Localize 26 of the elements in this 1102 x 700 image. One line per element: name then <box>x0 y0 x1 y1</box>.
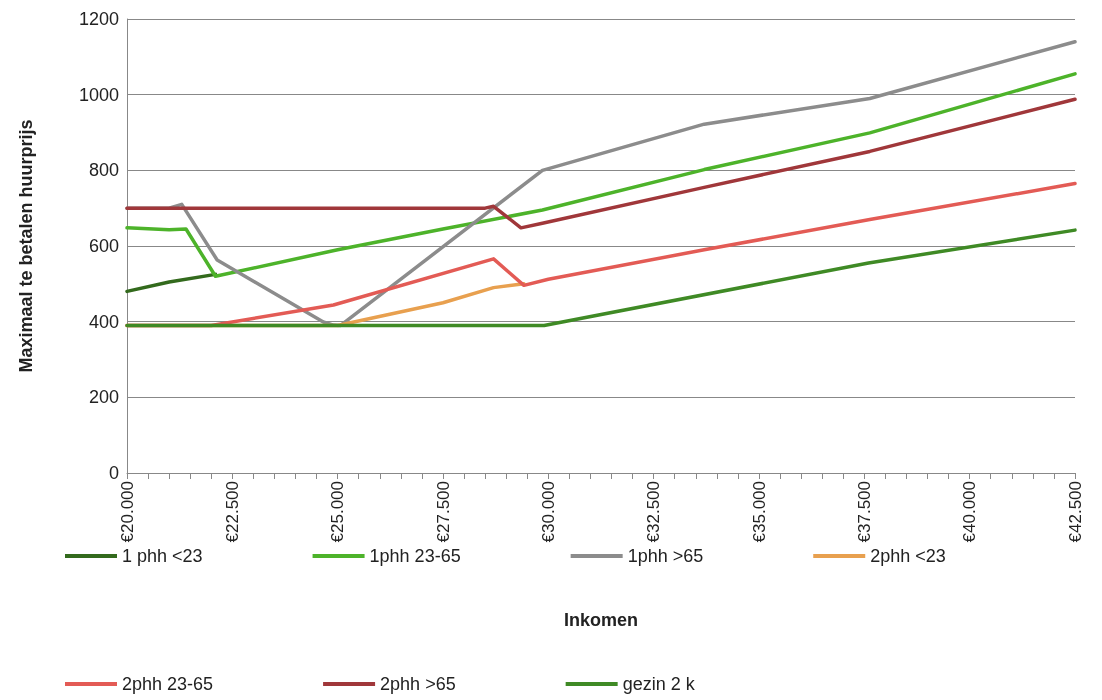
legend-label: gezin 2 k <box>622 674 696 694</box>
x-tick-label: €42.500 <box>1065 481 1085 543</box>
x-tick-label: €22.500 <box>222 481 242 543</box>
x-tick-label: €40.000 <box>960 481 980 543</box>
legend-label: 1phh >65 <box>627 546 704 566</box>
x-tick-label: €35.000 <box>749 481 769 543</box>
legend-label: 1phh 23-65 <box>369 546 461 566</box>
x-tick-label: €30.000 <box>538 481 558 543</box>
y-axis-title: Maximaal te betalen huurprijs <box>16 119 36 373</box>
legend-label: 2phh <23 <box>870 546 946 566</box>
legend-label: 1 phh <23 <box>122 546 203 566</box>
legend-label: 2phh >65 <box>380 674 456 694</box>
y-tick-label: 0 <box>108 463 119 483</box>
y-tick-label: 800 <box>88 160 119 181</box>
x-tick-label: €32.500 <box>644 481 664 543</box>
y-tick-label: 200 <box>88 387 119 408</box>
y-tick-label: 600 <box>88 236 119 256</box>
legend-label: 2phh 23-65 <box>122 674 214 694</box>
x-tick-label: €20.000 <box>117 481 137 543</box>
x-tick-label: €27.500 <box>433 481 453 543</box>
y-tick-label: 400 <box>88 311 119 332</box>
y-tick-label: 1000 <box>78 84 119 105</box>
x-tick-label: €37.500 <box>854 481 874 543</box>
x-axis-title: Inkomen <box>563 610 639 630</box>
x-tick-label: €25.000 <box>328 481 348 543</box>
y-tick-label: 1200 <box>78 9 119 29</box>
